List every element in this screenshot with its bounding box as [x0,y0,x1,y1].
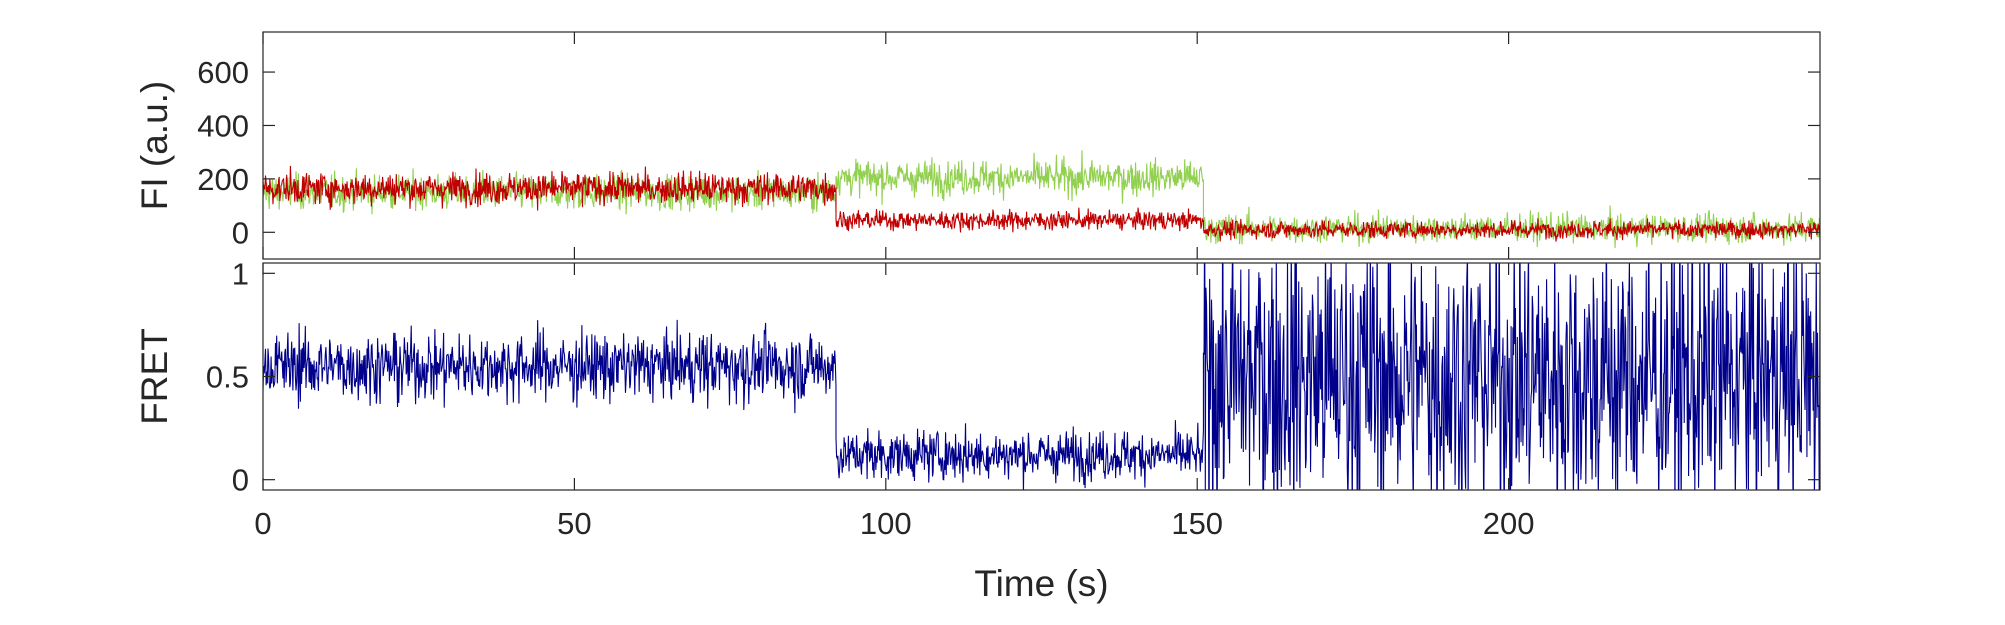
y-tick-label: 1 [232,256,249,291]
x-tick-label: 0 [254,506,271,541]
y-axis-label: FRET [134,328,175,425]
y-tick-label: 200 [197,162,249,197]
x-tick-label: 100 [860,506,912,541]
fi-panel: 0 200 400 600 FI (a.u.) [134,31,1821,260]
x-tick-label: 150 [1171,506,1223,541]
x-tick-label: 200 [1483,506,1535,541]
y-tick-label: 0 [232,215,249,250]
traces [263,150,1820,248]
y-axis-label: FI (a.u.) [134,81,175,211]
fret-panel: 0 0.5 1 0 50 100 150 200 FRET Time (s) [134,256,1821,604]
y-tick-label: 0.5 [206,360,249,395]
x-axis-label: Time (s) [974,563,1108,604]
y-tick-label: 400 [197,108,249,143]
series-line-0 [263,150,1820,248]
y-tick-label: 600 [197,55,249,90]
x-tick-label: 50 [557,506,591,541]
series-line-0 [263,263,1820,490]
y-tick-label: 0 [232,463,249,498]
axes-box [262,31,1821,260]
series-line-1 [263,165,1820,242]
traces [263,263,1820,490]
